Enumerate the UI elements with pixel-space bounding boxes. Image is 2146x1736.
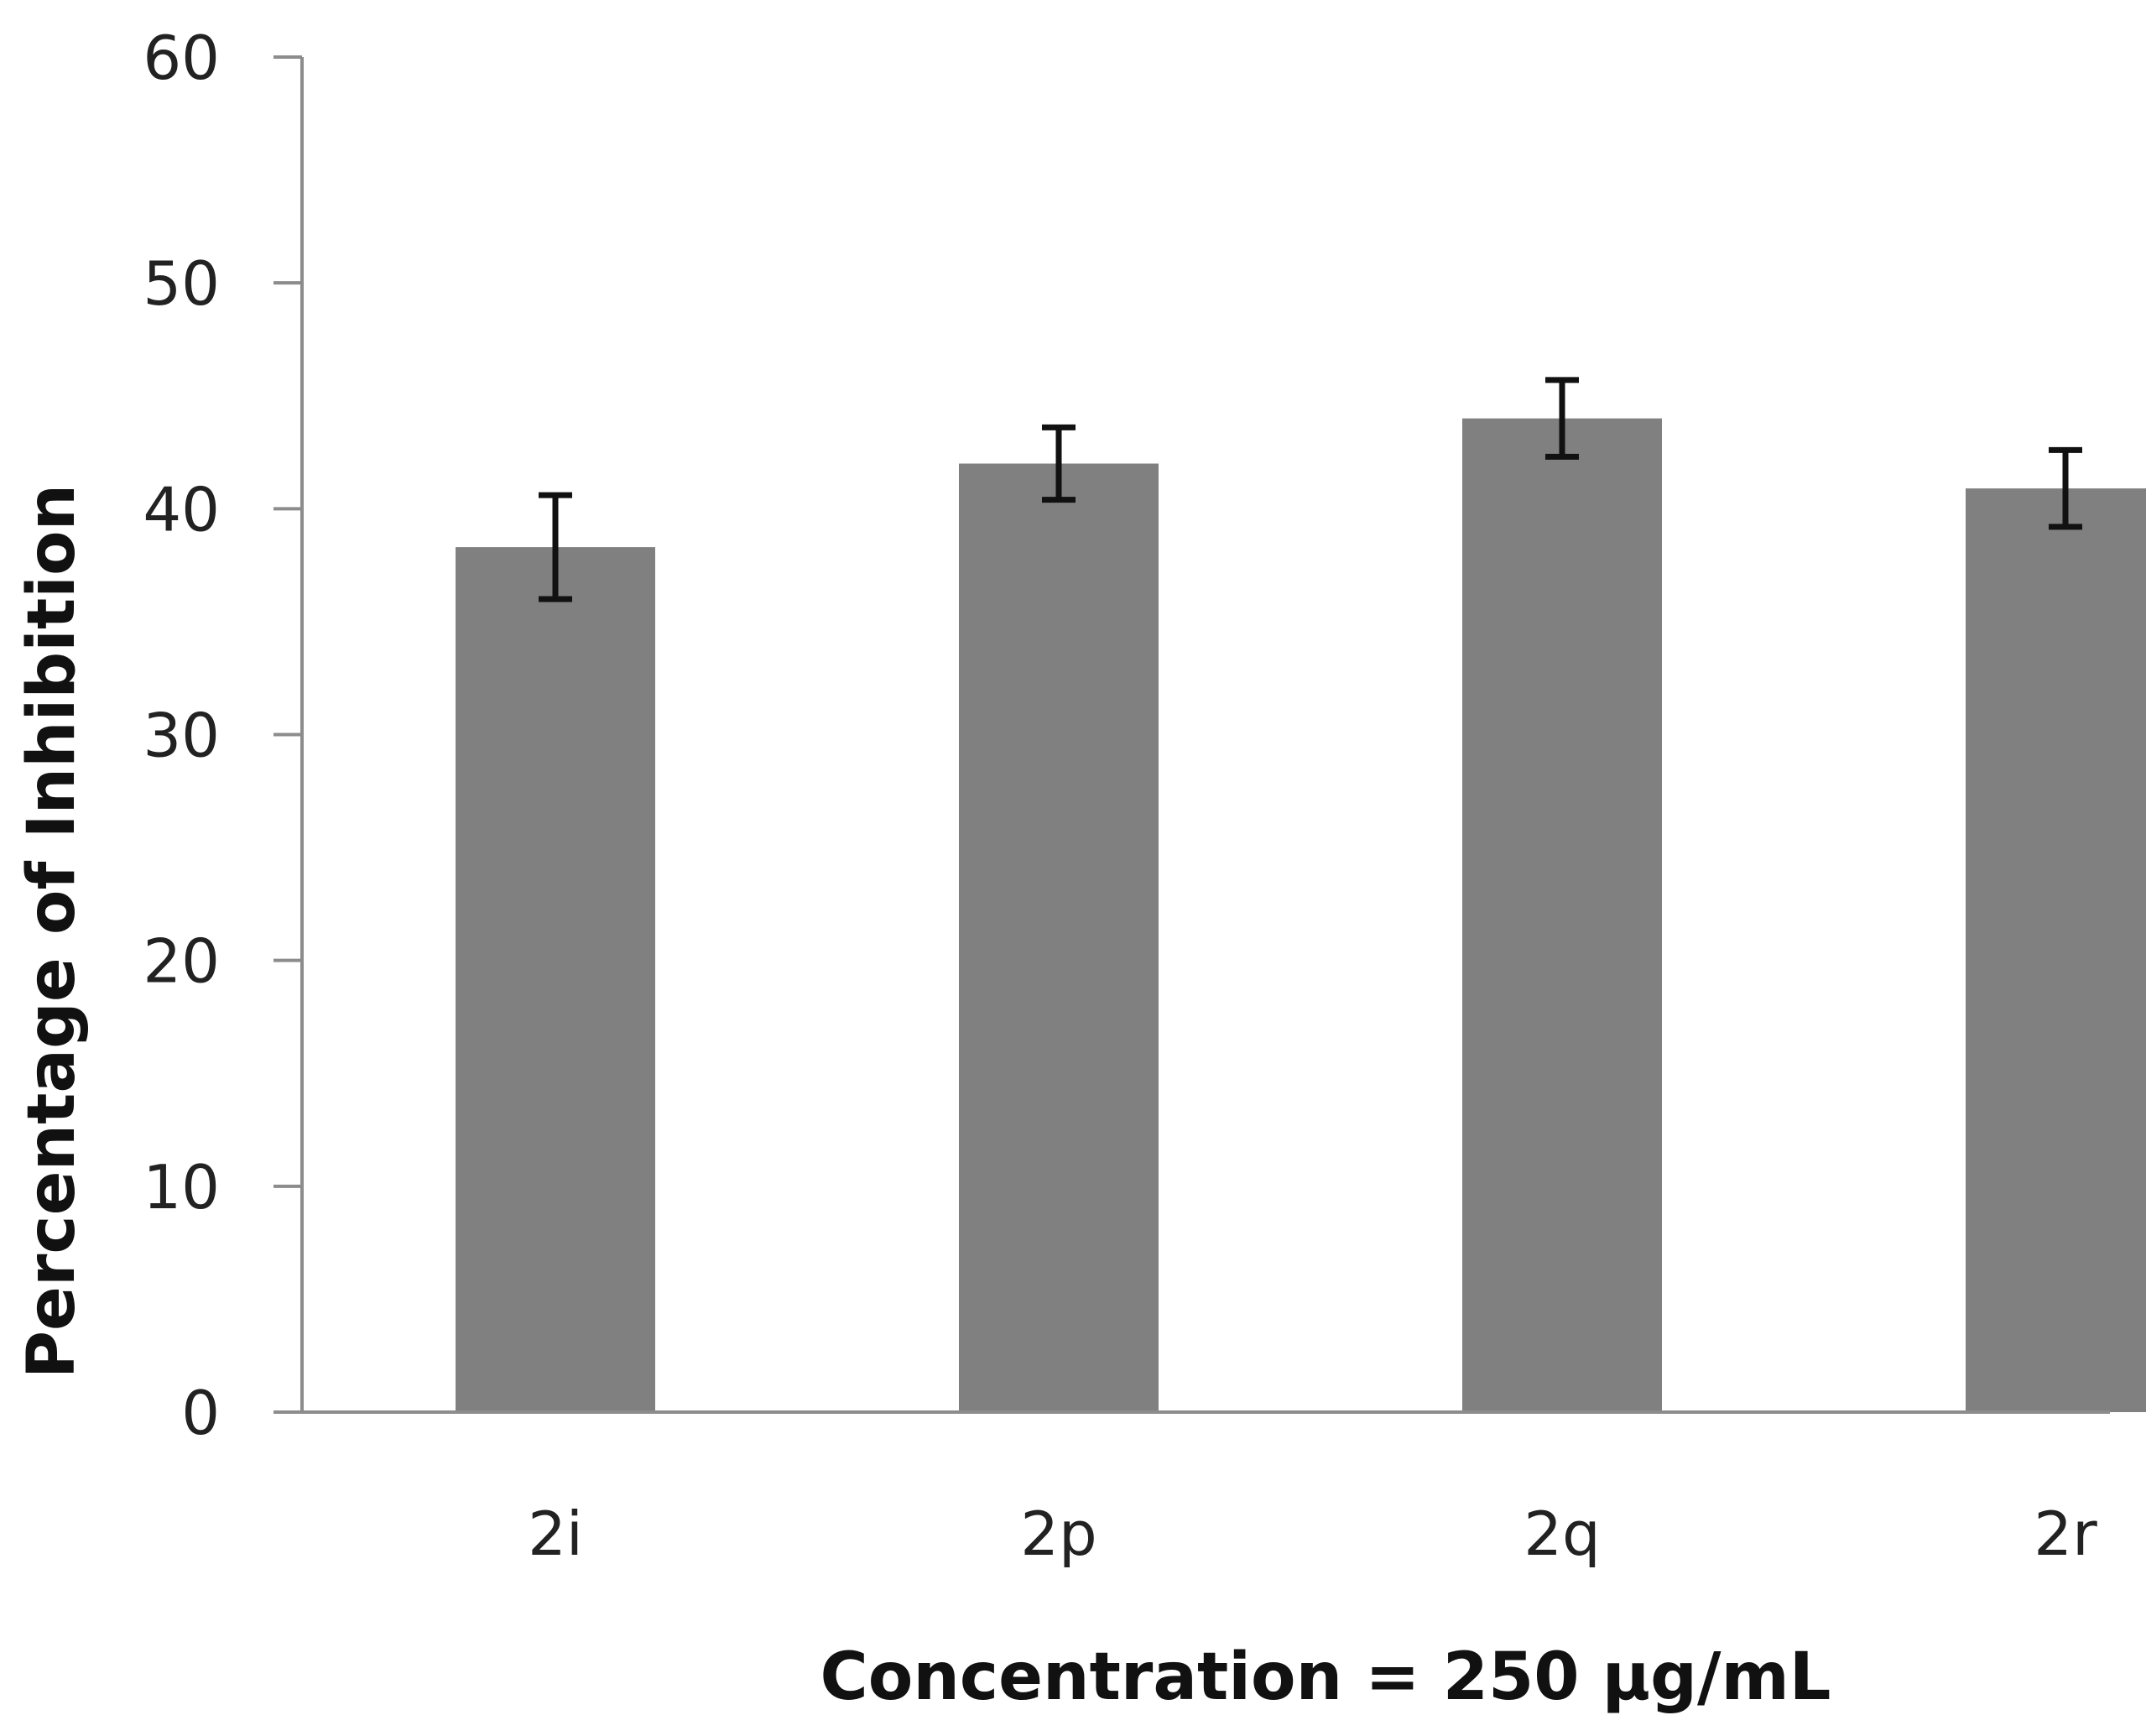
y-tick-label-10: 10 xyxy=(143,1152,220,1222)
error-bars-layer xyxy=(539,377,2082,602)
x-axis-title: Concentration = 250 µg/mL xyxy=(820,1640,1831,1715)
axes-layer xyxy=(273,55,2110,1414)
y-tick-label-30: 30 xyxy=(143,701,220,771)
error-bar-2q xyxy=(1545,377,1579,460)
x-tick-label-2p: 2p xyxy=(1020,1499,1097,1569)
bar-2q xyxy=(1462,418,1662,1413)
y-tick-label-0: 0 xyxy=(181,1378,220,1448)
labels-layer: 2i 2p 2q 2r 0 10 20 30 40 50 60 xyxy=(143,23,2097,1569)
x-tick-label-2r: 2r xyxy=(2034,1499,2097,1569)
error-bar-2i xyxy=(539,492,572,602)
y-tick-label-20: 20 xyxy=(143,926,220,997)
bar-2i xyxy=(456,547,655,1412)
bars-layer xyxy=(456,418,2146,1413)
y-axis-title: Percentage of Inhibition xyxy=(14,484,90,1379)
bar-2p xyxy=(959,463,1159,1412)
y-tick-label-40: 40 xyxy=(143,474,220,545)
error-bar-2p xyxy=(1042,424,1076,503)
y-tick-label-60: 60 xyxy=(143,23,220,93)
bar-2r xyxy=(1966,488,2146,1412)
x-tick-label-2q: 2q xyxy=(1524,1499,1601,1569)
y-tick-label-50: 50 xyxy=(143,248,220,319)
x-tick-label-2i: 2i xyxy=(528,1499,583,1569)
error-bar-2r xyxy=(2049,446,2082,530)
